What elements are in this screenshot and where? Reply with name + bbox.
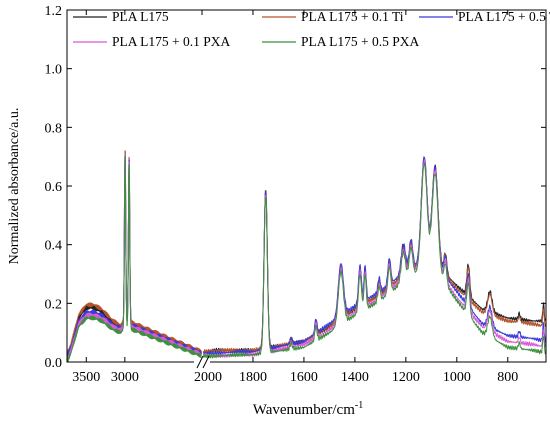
legend: PLA L175 PLA L175 + 0.1 Ti PLA L175 + 0.5 … xyxy=(73,9,550,49)
y-tick-label: 1.2 xyxy=(45,4,63,19)
x-tick-label: 1000 xyxy=(443,370,471,385)
series-line xyxy=(67,153,546,360)
x-tick-label: 3500 xyxy=(72,370,100,385)
x-tick-label: 1800 xyxy=(239,370,267,385)
legend-label: PLA L175 + 0.1 Ti xyxy=(301,9,404,24)
x-tick-label: 1200 xyxy=(392,370,420,385)
x-tick-label: 3000 xyxy=(111,370,139,385)
x-axis: 3500 3000 2000 1800 1600 1400 1200 1000 800 xyxy=(72,10,518,385)
x-axis-label-text: Wavenumber/cm xyxy=(253,402,355,418)
legend-label: PLA L175 xyxy=(112,9,169,24)
y-tick-label: 0.2 xyxy=(45,297,63,312)
x-axis-label: Wavenumber/cm-1 xyxy=(253,400,363,418)
y-tick-label: 1.0 xyxy=(45,63,63,78)
y-tick-label: 0.8 xyxy=(45,121,63,136)
x-tick-label: 1600 xyxy=(290,370,318,385)
series-line xyxy=(67,154,546,358)
x-tick-label: 2000 xyxy=(194,370,222,385)
series-line xyxy=(67,155,546,362)
plot-frame xyxy=(66,9,547,363)
legend-label: PLA L175 + 0.5 Ti xyxy=(458,9,550,24)
x-tick-label: 1400 xyxy=(341,370,369,385)
axis-break-marker xyxy=(194,355,210,369)
series-line xyxy=(67,150,546,355)
legend-label: PLA L175 + 0.5 PXA xyxy=(301,34,420,49)
y-tick-label: 0.0 xyxy=(45,356,63,371)
legend-label: PLA L175 + 0.1 PXA xyxy=(112,34,231,49)
y-axis-label: Normalized absorbance/a.u. xyxy=(7,108,22,265)
x-axis-label-superscript: -1 xyxy=(355,400,363,411)
x-tick-label: 800 xyxy=(497,370,518,385)
y-tick-label: 0.6 xyxy=(45,180,63,195)
y-axis: 0.0 0.2 0.4 0.6 0.8 1.0 1.2 xyxy=(45,4,546,371)
y-tick-label: 0.4 xyxy=(45,239,63,254)
plot-area xyxy=(67,150,546,362)
